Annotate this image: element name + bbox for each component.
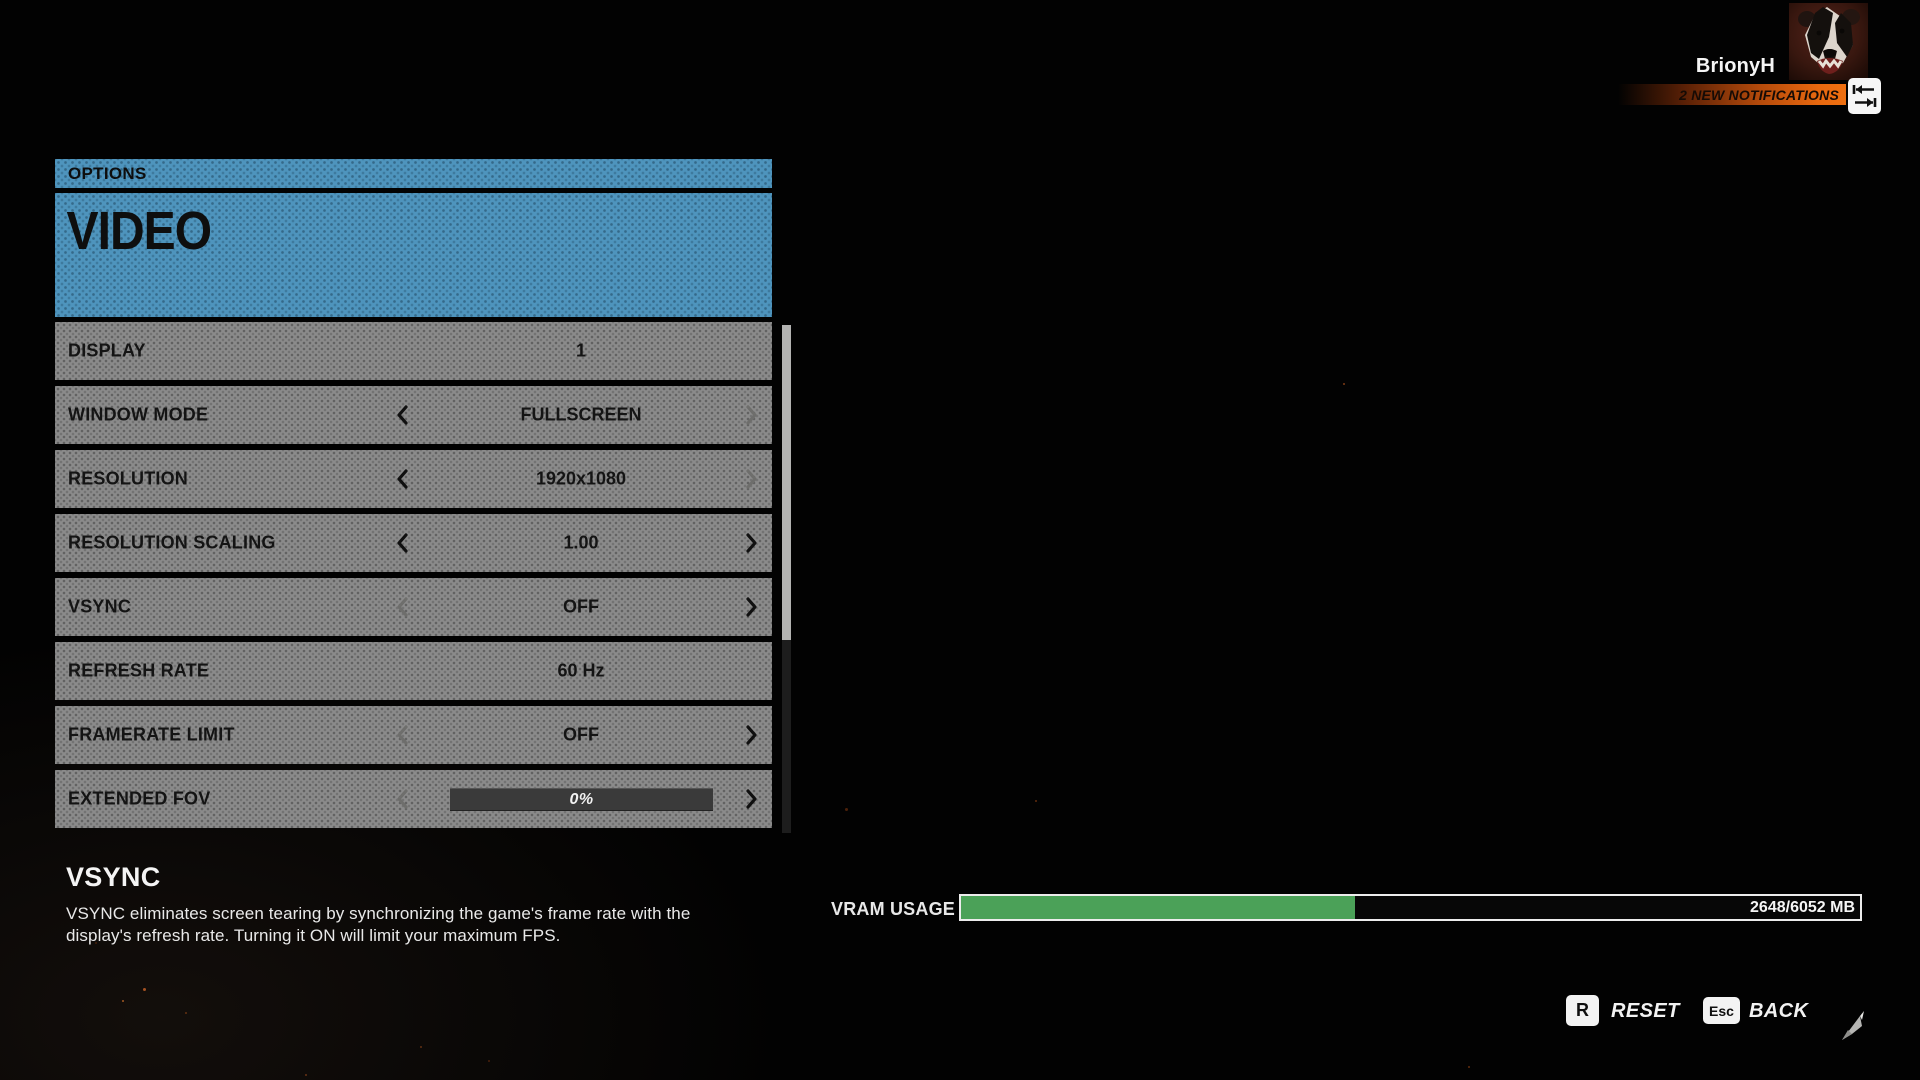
page-title: VIDEO bbox=[66, 200, 213, 262]
setting-row[interactable]: DISPLAY 1 bbox=[55, 322, 772, 380]
ember bbox=[845, 808, 848, 811]
slider-value: 0% bbox=[569, 790, 594, 808]
description-line: VSYNC eliminates screen tearing by synch… bbox=[66, 904, 691, 923]
setting-info-description: VSYNC eliminates screen tearing by synch… bbox=[66, 903, 766, 947]
breadcrumb: OPTIONS bbox=[68, 163, 147, 183]
ember bbox=[122, 1000, 124, 1002]
badger-avatar-image bbox=[1789, 3, 1868, 80]
arrow-left-icon[interactable] bbox=[395, 404, 409, 426]
ember bbox=[1343, 383, 1345, 385]
ember bbox=[488, 1060, 490, 1062]
setting-row[interactable]: FRAMERATE LIMIT OFF bbox=[55, 706, 772, 764]
setting-value: 1.00 bbox=[563, 532, 599, 553]
description-line: display's refresh rate. Turning it ON wi… bbox=[66, 926, 561, 945]
arrow-left-icon bbox=[395, 788, 409, 810]
setting-label: DISPLAY bbox=[68, 340, 146, 361]
setting-label: VSYNC bbox=[68, 596, 132, 617]
back-button[interactable]: BACK bbox=[1749, 1000, 1809, 1022]
arrow-left-icon bbox=[395, 724, 409, 746]
skip-arrows-icon bbox=[1852, 85, 1877, 107]
setting-label: REFRESH RATE bbox=[68, 660, 210, 681]
scrollbar-thumb[interactable] bbox=[782, 325, 791, 640]
setting-row[interactable]: RESOLUTION SCALING 1.00 bbox=[55, 514, 772, 572]
arrow-right-icon bbox=[745, 404, 759, 426]
setting-label: RESOLUTION SCALING bbox=[68, 532, 276, 553]
setting-row[interactable]: REFRESH RATE 60 Hz bbox=[55, 642, 772, 700]
ember bbox=[1468, 1066, 1470, 1068]
arrow-left-icon bbox=[395, 596, 409, 618]
setting-label: EXTENDED FOV bbox=[68, 788, 211, 809]
setting-value: 1 bbox=[575, 340, 586, 361]
username: BrionyH bbox=[1695, 55, 1775, 77]
vram-usage-fill bbox=[961, 896, 1355, 919]
reset-keycap: R bbox=[1566, 995, 1599, 1026]
notifications-panel-icon[interactable] bbox=[1848, 78, 1881, 114]
vram-usage-bar: 2648/6052 MB bbox=[959, 894, 1862, 921]
arrow-left-icon[interactable] bbox=[395, 468, 409, 490]
page-title-panel: VIDEO bbox=[55, 193, 772, 317]
notification-banner[interactable]: 2 NEW NOTIFICATIONS bbox=[1618, 84, 1846, 105]
fov-slider[interactable]: 0% bbox=[450, 788, 713, 811]
arrow-left-icon[interactable] bbox=[395, 532, 409, 554]
setting-value: 1920x1080 bbox=[535, 468, 627, 489]
ember bbox=[420, 1046, 422, 1048]
ember bbox=[1035, 800, 1037, 802]
setting-value: FULLSCREEN bbox=[520, 404, 642, 425]
ember bbox=[185, 1012, 187, 1014]
vram-usage-label: VRAM USAGE bbox=[830, 899, 955, 919]
setting-label: WINDOW MODE bbox=[68, 404, 209, 425]
ember bbox=[143, 988, 146, 991]
notification-text: 2 NEW NOTIFICATIONS bbox=[1679, 86, 1839, 103]
arrow-right-icon[interactable] bbox=[745, 596, 759, 618]
mouse-cursor-icon bbox=[1838, 1010, 1870, 1049]
ember bbox=[305, 1074, 307, 1076]
back-keycap: Esc bbox=[1703, 997, 1740, 1024]
setting-value: OFF bbox=[563, 596, 599, 617]
setting-value: 60 Hz bbox=[557, 660, 605, 681]
arrow-right-icon bbox=[745, 468, 759, 490]
setting-row[interactable]: VSYNC OFF bbox=[55, 578, 772, 636]
setting-row[interactable]: EXTENDED FOV 0% bbox=[55, 770, 772, 828]
setting-row[interactable]: WINDOW MODE FULLSCREEN bbox=[55, 386, 772, 444]
breadcrumb-bar: OPTIONS bbox=[55, 159, 772, 188]
reset-button[interactable]: RESET bbox=[1611, 1000, 1680, 1022]
scrollbar[interactable] bbox=[782, 325, 791, 833]
setting-row[interactable]: RESOLUTION 1920x1080 bbox=[55, 450, 772, 508]
arrow-right-icon[interactable] bbox=[745, 532, 759, 554]
setting-value: OFF bbox=[563, 724, 599, 745]
arrow-right-icon[interactable] bbox=[745, 724, 759, 746]
setting-info-title: VSYNC bbox=[66, 862, 161, 892]
setting-label: FRAMERATE LIMIT bbox=[68, 724, 235, 745]
arrow-right-icon[interactable] bbox=[745, 788, 759, 810]
setting-label: RESOLUTION bbox=[68, 468, 189, 489]
vram-usage-value: 2648/6052 MB bbox=[1750, 898, 1855, 916]
avatar[interactable] bbox=[1789, 3, 1868, 80]
